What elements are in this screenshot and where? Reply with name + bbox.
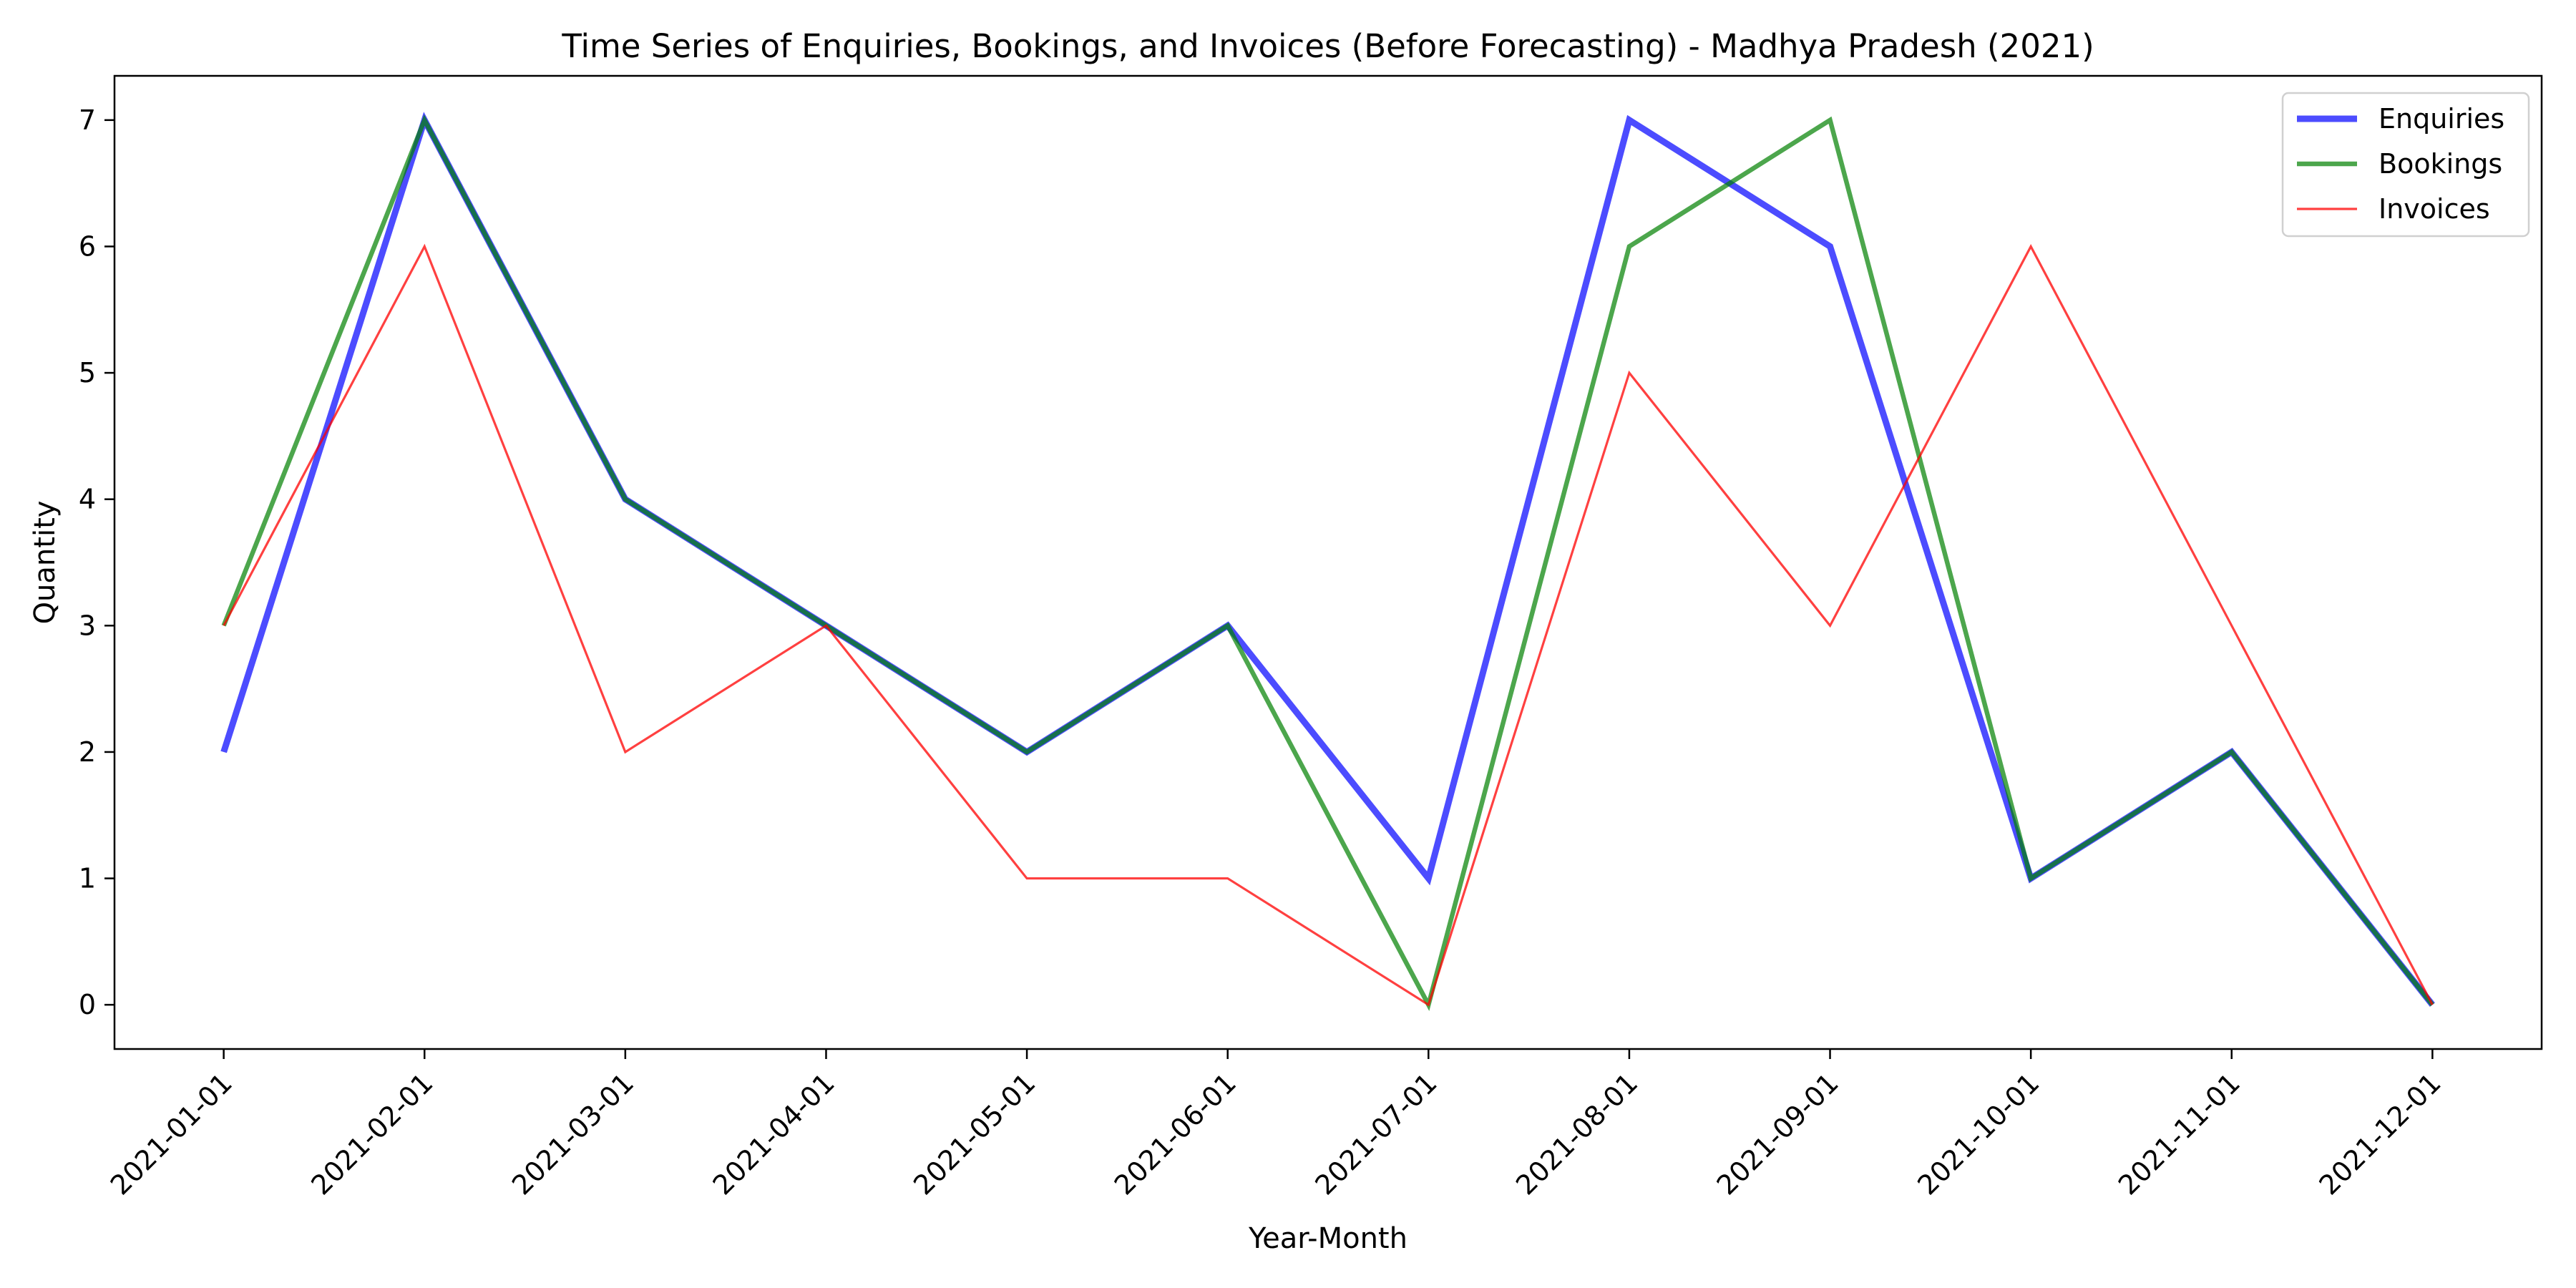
x-tick-label: 2021-04-01 bbox=[707, 1067, 841, 1201]
x-tick-label: 2021-11-01 bbox=[2112, 1067, 2246, 1201]
y-tick-label: 2 bbox=[79, 736, 96, 768]
x-axis-label: Year-Month bbox=[1248, 1222, 1407, 1255]
series-lines bbox=[220, 112, 2435, 1012]
legend: Enquiries Bookings Invoices bbox=[2281, 92, 2530, 238]
y-tick-label: 7 bbox=[79, 104, 96, 136]
x-tick-label: 2021-12-01 bbox=[2313, 1067, 2446, 1201]
y-tick-label: 0 bbox=[79, 989, 96, 1020]
y-tick-label: 1 bbox=[79, 863, 96, 894]
legend-label: Invoices bbox=[2379, 193, 2490, 225]
series-line-bookings bbox=[221, 114, 2434, 1012]
x-tick-label: 2021-08-01 bbox=[1510, 1067, 1644, 1201]
x-tick-label: 2021-07-01 bbox=[1309, 1067, 1443, 1201]
x-tick-label: 2021-02-01 bbox=[305, 1067, 439, 1201]
x-tick-label: 2021-06-01 bbox=[1108, 1067, 1242, 1201]
y-axis: 0 1 2 3 4 5 6 7 bbox=[79, 104, 114, 1020]
series-line-invoices bbox=[223, 243, 2434, 1007]
y-tick-label: 4 bbox=[79, 484, 96, 515]
x-tick-label: 2021-05-01 bbox=[907, 1067, 1041, 1201]
legend-label: Bookings bbox=[2379, 148, 2502, 180]
x-axis: 2021-01-01 2021-02-01 2021-03-01 2021-04-01… bbox=[104, 1049, 2447, 1201]
y-tick-label: 5 bbox=[79, 357, 96, 389]
x-tick-label: 2021-10-01 bbox=[1911, 1067, 2045, 1201]
x-tick-label: 2021-03-01 bbox=[506, 1067, 640, 1201]
x-tick-label: 2021-01-01 bbox=[104, 1067, 238, 1201]
legend-box bbox=[2281, 92, 2530, 238]
y-tick-label: 6 bbox=[79, 230, 96, 262]
plot-frame bbox=[113, 74, 2543, 1050]
series-line-enquiries bbox=[220, 112, 2435, 1007]
y-tick-label: 3 bbox=[79, 610, 96, 641]
legend-label: Enquiries bbox=[2379, 103, 2504, 135]
y-axis-label: Quantity bbox=[29, 501, 62, 625]
x-tick-label: 2021-09-01 bbox=[1711, 1067, 1845, 1201]
chart-title: Time Series of Enquiries, Bookings, and … bbox=[561, 27, 2094, 65]
